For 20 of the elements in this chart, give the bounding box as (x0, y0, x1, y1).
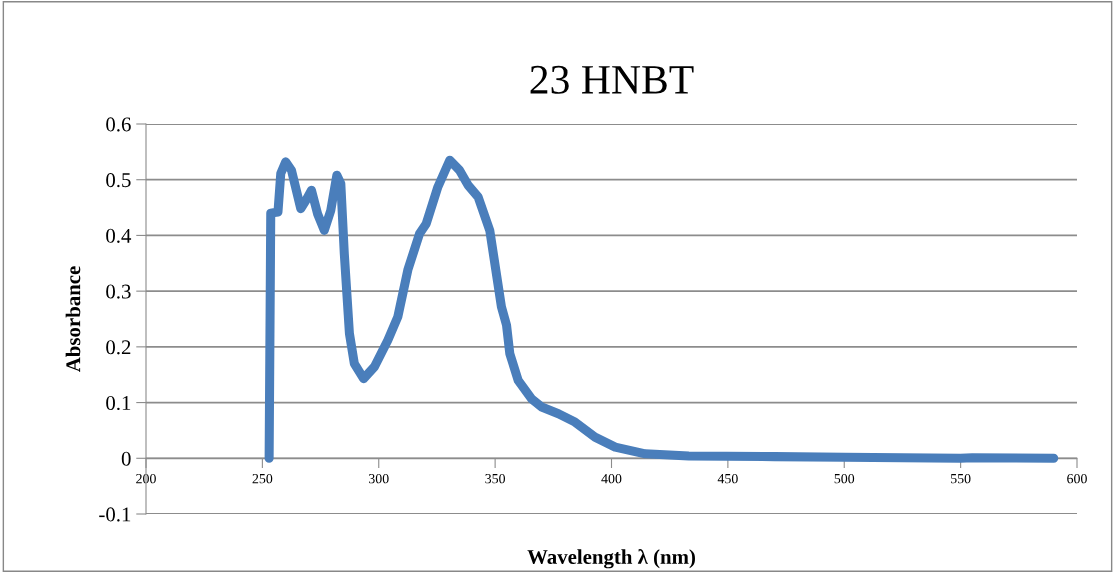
y-tick-label: -0.1 (99, 507, 131, 522)
x-tick-label: 600 (1067, 473, 1087, 484)
y-tick-label: 0.6 (106, 117, 131, 132)
y-tick-label: 0.4 (106, 228, 132, 243)
y-axis-title: Absorbance (65, 266, 81, 373)
chart-title: 23 HNBT (530, 65, 694, 94)
x-axis-title: Wavelength λ (nm) (527, 549, 695, 569)
x-tick-label: 400 (601, 473, 622, 484)
y-tick-label: 0.2 (106, 340, 131, 355)
x-tick-label: 500 (834, 473, 855, 484)
y-tick-label: 0.3 (106, 284, 131, 299)
x-tick-label: 300 (369, 473, 389, 484)
x-tick-label: 450 (717, 473, 738, 484)
x-tick-label: 350 (485, 473, 506, 484)
x-tick-label: 550 (951, 473, 971, 484)
x-tick-label: 200 (136, 473, 156, 484)
y-tick-label: 0 (121, 451, 131, 466)
y-tick-label: 0.1 (106, 395, 131, 411)
y-tick-label: 0.5 (106, 173, 131, 188)
x-tick-label: 250 (252, 473, 273, 484)
